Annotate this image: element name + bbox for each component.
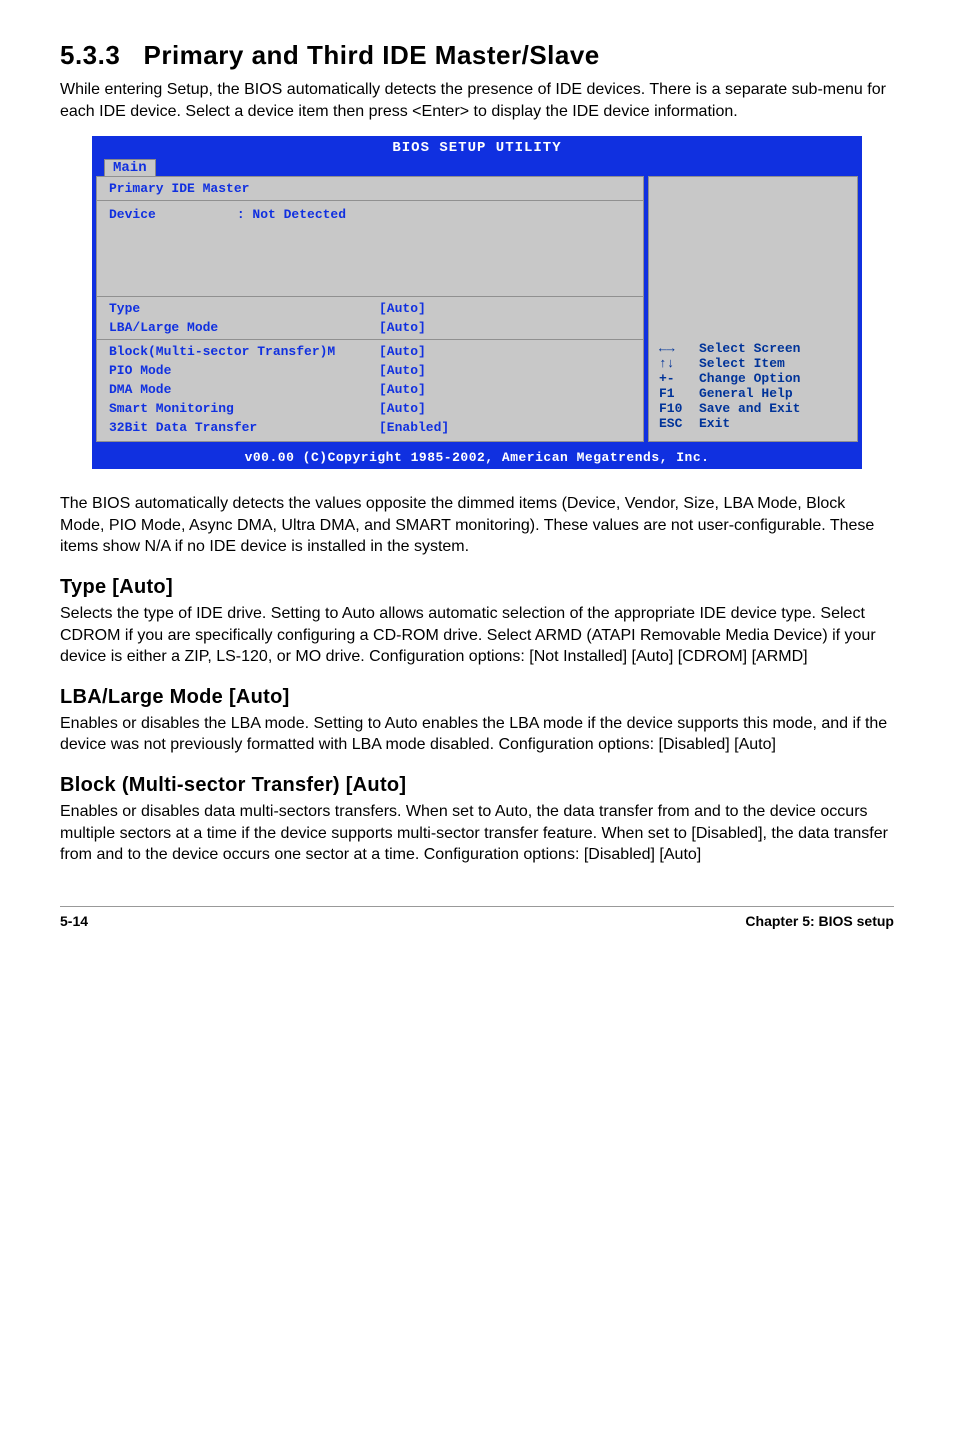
bios-tab-main: Main (104, 159, 156, 176)
bios-left-panel: Primary IDE Master Device : Not Detected… (96, 176, 644, 442)
bios-row-value: [Auto] (379, 344, 631, 359)
bios-help-row: ESCExit (659, 416, 847, 431)
bios-help-text: Select Screen (699, 341, 800, 356)
after-bios-text: The BIOS automatically detects the value… (60, 493, 894, 558)
bios-screenshot: BIOS SETUP UTILITY Main Primary IDE Mast… (92, 136, 862, 469)
bios-help-text: Exit (699, 416, 730, 431)
bios-row-value: [Auto] (379, 401, 631, 416)
bios-help-key: F1 (659, 386, 699, 401)
lba-paragraph: Enables or disables the LBA mode. Settin… (60, 713, 894, 756)
page-footer: 5-14 Chapter 5: BIOS setup (60, 906, 894, 929)
bios-device-value: : Not Detected (237, 207, 346, 222)
footer-page-number: 5-14 (60, 913, 88, 929)
bios-help-text: General Help (699, 386, 793, 401)
bios-row-value: [Auto] (379, 363, 631, 378)
block-paragraph: Enables or disables data multi-sectors t… (60, 801, 894, 866)
bios-help-row: F10Save and Exit (659, 401, 847, 416)
bios-row-label: LBA/Large Mode (109, 320, 379, 335)
bios-help-row: +-Change Option (659, 371, 847, 386)
bios-help-text: Save and Exit (699, 401, 800, 416)
bios-row-value: [Auto] (379, 320, 631, 335)
type-heading: Type [Auto] (60, 576, 894, 599)
bios-help-panel: ←→Select Screen ↑↓Select Item +-Change O… (648, 176, 858, 442)
bios-help-row: ↑↓Select Item (659, 356, 847, 371)
bios-row: Smart Monitoring [Auto] (97, 399, 643, 418)
section-title: Primary and Third IDE Master/Slave (144, 40, 600, 70)
bios-help-key: ↑↓ (659, 356, 699, 371)
bios-row-value: [Enabled] (379, 420, 631, 435)
bios-help-text: Change Option (699, 371, 800, 386)
bios-help-row: F1General Help (659, 386, 847, 401)
bios-row: DMA Mode [Auto] (97, 380, 643, 399)
bios-row-label: PIO Mode (109, 363, 379, 378)
bios-row-label: Type (109, 301, 379, 316)
bios-help-key: ←→ (659, 341, 699, 356)
bios-device-label: Device (109, 207, 229, 222)
bios-row-value: [Auto] (379, 301, 631, 316)
bios-row: Type [Auto] (97, 299, 643, 318)
bios-help-text: Select Item (699, 356, 785, 371)
bios-row-label: Block(Multi-sector Transfer)M (109, 344, 379, 359)
bios-body: Primary IDE Master Device : Not Detected… (92, 176, 862, 448)
bios-device-row: Device : Not Detected (97, 201, 643, 297)
bios-row: LBA/Large Mode [Auto] (97, 318, 643, 337)
bios-row: Block(Multi-sector Transfer)M [Auto] (97, 342, 643, 361)
bios-row: PIO Mode [Auto] (97, 361, 643, 380)
bios-row: 32Bit Data Transfer [Enabled] (97, 418, 643, 437)
section-intro: While entering Setup, the BIOS automatic… (60, 79, 894, 122)
bios-row-label: DMA Mode (109, 382, 379, 397)
section-heading: 5.3.3 Primary and Third IDE Master/Slave (60, 40, 894, 71)
section-number: 5.3.3 (60, 40, 120, 70)
bios-row-value: [Auto] (379, 382, 631, 397)
bios-help-key: F10 (659, 401, 699, 416)
bios-help-row: ←→Select Screen (659, 341, 847, 356)
bios-help-key: ESC (659, 416, 699, 431)
bios-copyright: v00.00 (C)Copyright 1985-2002, American … (92, 448, 862, 469)
type-paragraph: Selects the type of IDE drive. Setting t… (60, 603, 894, 668)
block-heading: Block (Multi-sector Transfer) [Auto] (60, 774, 894, 797)
bios-topbar: BIOS SETUP UTILITY Main (92, 136, 862, 176)
bios-row-label: 32Bit Data Transfer (109, 420, 379, 435)
lba-heading: LBA/Large Mode [Auto] (60, 686, 894, 709)
footer-chapter: Chapter 5: BIOS setup (745, 913, 894, 929)
bios-row-label: Smart Monitoring (109, 401, 379, 416)
bios-list-bottom: Block(Multi-sector Transfer)M [Auto] PIO… (97, 340, 643, 441)
bios-list-top: Type [Auto] LBA/Large Mode [Auto] (97, 297, 643, 340)
bios-panel-header: Primary IDE Master (97, 177, 643, 201)
bios-help-key: +- (659, 371, 699, 386)
bios-util-title: BIOS SETUP UTILITY (92, 138, 862, 158)
